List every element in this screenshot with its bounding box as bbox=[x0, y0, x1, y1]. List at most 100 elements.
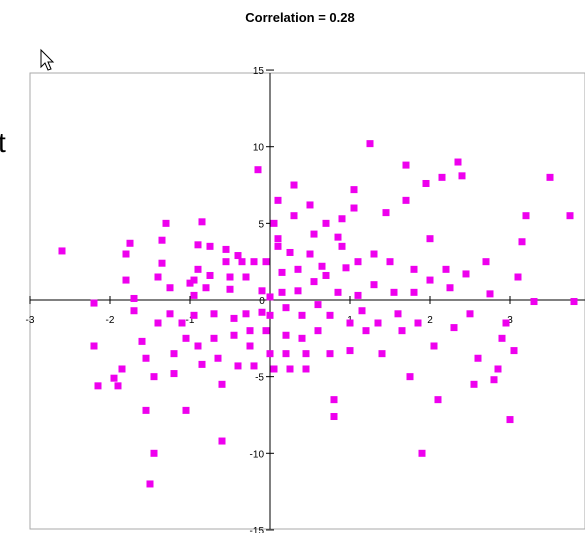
scatter-point bbox=[110, 374, 118, 382]
scatter-point bbox=[122, 250, 130, 258]
scatter-point bbox=[522, 212, 530, 220]
scatter-point bbox=[190, 311, 198, 319]
y-tick-label: 10 bbox=[253, 143, 265, 154]
scatter-point bbox=[402, 161, 410, 169]
scatter-point bbox=[154, 273, 162, 281]
scatter-point bbox=[258, 308, 266, 316]
chart-title: Correlation = 0.28 bbox=[245, 10, 354, 25]
scatter-point bbox=[138, 337, 146, 345]
text-fragment: t bbox=[0, 127, 6, 158]
scatter-point bbox=[494, 365, 502, 373]
scatter-point bbox=[230, 331, 238, 339]
scatter-point bbox=[310, 230, 318, 238]
scatter-point bbox=[354, 291, 362, 299]
scatter-point bbox=[226, 273, 234, 281]
scatter-point bbox=[370, 250, 378, 258]
scatter-point bbox=[258, 287, 266, 295]
scatter-point bbox=[422, 179, 430, 187]
scatter-point bbox=[314, 301, 322, 309]
scatter-point bbox=[498, 334, 506, 342]
scatter-point bbox=[382, 209, 390, 217]
scatter-point bbox=[306, 250, 314, 258]
scatter-point bbox=[246, 342, 254, 350]
scatter-point bbox=[142, 354, 150, 362]
scatter-point bbox=[214, 354, 222, 362]
scatter-point bbox=[486, 290, 494, 298]
scatter-point bbox=[518, 238, 526, 246]
scatter-point bbox=[230, 314, 238, 322]
scatter-point bbox=[198, 218, 206, 226]
scatter-point bbox=[274, 235, 282, 243]
scatter-point bbox=[350, 204, 358, 212]
scatter-point bbox=[334, 288, 342, 296]
scatter-point bbox=[186, 279, 194, 287]
scatter-point bbox=[514, 273, 522, 281]
scatter-point bbox=[182, 406, 190, 414]
y-tick-label: -5 bbox=[255, 373, 264, 384]
y-tick-label: -15 bbox=[250, 526, 265, 533]
scatter-point bbox=[234, 362, 242, 370]
scatter-point bbox=[250, 362, 258, 370]
scatter-point bbox=[282, 350, 290, 358]
scatter-point bbox=[262, 258, 270, 266]
scatter-point bbox=[150, 449, 158, 457]
scatter-point bbox=[314, 327, 322, 335]
scatter-point bbox=[438, 173, 446, 181]
scatter-point bbox=[238, 258, 246, 266]
scatter-point bbox=[474, 354, 482, 362]
scatter-point bbox=[282, 331, 290, 339]
scatter-point bbox=[142, 406, 150, 414]
x-tick-label: -2 bbox=[106, 315, 115, 326]
scatter-point bbox=[270, 219, 278, 227]
scatter-point bbox=[450, 324, 458, 332]
scatter-point bbox=[206, 271, 214, 279]
scatter-point bbox=[202, 284, 210, 292]
scatter-point bbox=[306, 201, 314, 209]
plot-area bbox=[29, 72, 585, 530]
scatter-point bbox=[430, 342, 438, 350]
scatter-point bbox=[90, 342, 98, 350]
scatter-point bbox=[570, 298, 578, 306]
scatter-point bbox=[158, 236, 166, 244]
scatter-point bbox=[446, 284, 454, 292]
scatter-point bbox=[390, 288, 398, 296]
scatter-point bbox=[270, 365, 278, 373]
scatter-point bbox=[546, 173, 554, 181]
scatter-point bbox=[362, 327, 370, 335]
scatter-point bbox=[114, 382, 122, 390]
scatter-point bbox=[386, 258, 394, 266]
scatter-point bbox=[298, 334, 306, 342]
scatter-point bbox=[330, 396, 338, 404]
scatter-point bbox=[146, 480, 154, 488]
scatter-point bbox=[510, 347, 518, 355]
scatter-point bbox=[310, 278, 318, 286]
x-tick-label: 3 bbox=[507, 315, 513, 326]
scatter-point bbox=[242, 310, 250, 318]
scatter-point bbox=[394, 310, 402, 318]
scatter-point bbox=[358, 307, 366, 315]
y-tick-label: 5 bbox=[258, 219, 264, 230]
scatter-point bbox=[266, 311, 274, 319]
scatter-point bbox=[294, 287, 302, 295]
scatter-point bbox=[206, 242, 214, 250]
scatter-point bbox=[302, 365, 310, 373]
scatter-point bbox=[326, 350, 334, 358]
scatter-point bbox=[222, 245, 230, 253]
scatter-point bbox=[266, 293, 274, 301]
scatter-point bbox=[266, 350, 274, 358]
scatter-point bbox=[294, 265, 302, 273]
scatter-point bbox=[406, 373, 414, 381]
scatter-point bbox=[374, 319, 382, 327]
scatter-point bbox=[334, 233, 342, 241]
scatter-point bbox=[286, 248, 294, 256]
mouse-cursor-icon bbox=[40, 48, 55, 71]
scatter-point bbox=[170, 350, 178, 358]
origin-tick-label: 0 bbox=[259, 296, 265, 307]
scatter-point bbox=[90, 299, 98, 307]
scatter-point bbox=[290, 212, 298, 220]
scatter-point bbox=[366, 140, 374, 148]
scatter-point bbox=[322, 219, 330, 227]
scatter-point bbox=[246, 327, 254, 335]
scatter-point bbox=[434, 396, 442, 404]
scatter-point bbox=[262, 327, 270, 335]
